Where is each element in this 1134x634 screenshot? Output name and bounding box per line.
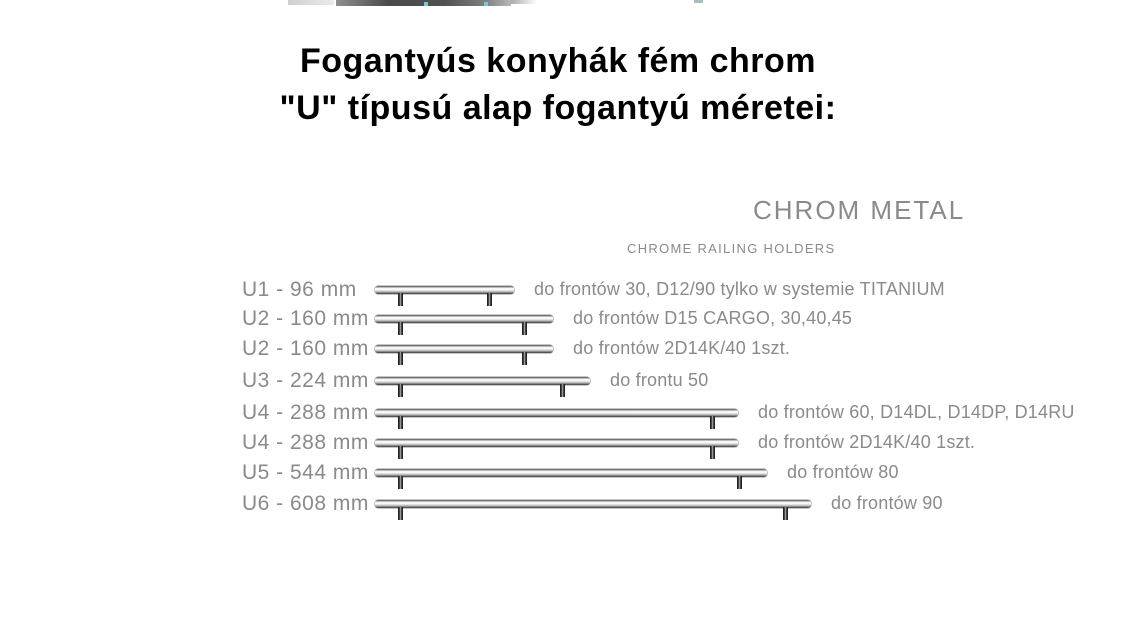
handle-illustration (375, 285, 514, 306)
handle-bar (375, 438, 738, 447)
handle-post-right (737, 475, 742, 489)
handle-post-left (398, 445, 403, 459)
handle-post-left (398, 475, 403, 489)
handle-illustration (375, 376, 590, 397)
cropped-image-speck (694, 0, 703, 3)
handle-size-label: U2 - 160 mm (242, 306, 369, 330)
cropped-image-strip (288, 0, 334, 5)
handle-row: U1 - 96 mm do frontów 30, D12/90 tylko w … (242, 274, 945, 306)
handle-post-right (783, 506, 788, 520)
handle-size-label: U6 - 608 mm (242, 491, 369, 515)
handle-size-label: U4 - 288 mm (242, 430, 369, 454)
handle-post-left (398, 383, 403, 397)
handle-bar (375, 408, 738, 417)
handle-post-right (710, 445, 715, 459)
handle-description: do frontów 2D14K/40 1szt. (758, 432, 976, 452)
handle-post-right (487, 292, 492, 306)
cropped-image-strip (336, 0, 511, 6)
handle-row: U5 - 544 mm do frontów 80 (242, 457, 899, 489)
handle-bar (375, 376, 590, 385)
section-subheading: CHROME RAILING HOLDERS (627, 241, 836, 256)
handle-post-right (522, 321, 527, 335)
handle-bar (375, 344, 553, 353)
handle-description: do frontów D15 CARGO, 30,40,45 (573, 308, 853, 328)
cropped-image-speck (484, 2, 488, 6)
handle-description: do frontu 50 (610, 370, 709, 390)
handle-size-label: U2 - 160 mm (242, 336, 369, 360)
handle-row: U4 - 288 mm do frontów 2D14K/40 1szt. (242, 427, 976, 459)
handle-post-right (710, 415, 715, 429)
handle-description: do frontów 60, D14DL, D14DP, D14RU (758, 402, 1075, 422)
handle-bar (375, 314, 553, 323)
handle-illustration (375, 408, 738, 429)
cropped-image-strip (511, 0, 537, 4)
handle-illustration (375, 344, 553, 365)
page-title-line2: "U" típusú alap fogantyú méretei: (279, 89, 837, 127)
handle-post-left (398, 506, 403, 520)
handle-illustration (375, 438, 738, 459)
handle-row: U2 - 160 mm do frontów 2D14K/40 1szt. (242, 333, 791, 365)
handle-size-label: U1 - 96 mm (242, 277, 357, 301)
handle-illustration (375, 468, 767, 489)
handle-bar (375, 285, 514, 294)
handle-post-right (522, 351, 527, 365)
handle-row: U6 - 608 mm do frontów 90 (242, 488, 943, 520)
handle-description: do frontów 2D14K/40 1szt. (573, 338, 791, 358)
handle-post-left (398, 321, 403, 335)
handle-size-label: U3 - 224 mm (242, 368, 369, 392)
handle-illustration (375, 499, 811, 520)
handle-post-left (398, 292, 403, 306)
handle-bar (375, 468, 767, 477)
handle-illustration (375, 314, 553, 335)
handle-row: U4 - 288 mm do frontów 60, D14DL, D14DP, … (242, 397, 1075, 429)
handle-bar (375, 499, 811, 508)
handle-post-left (398, 415, 403, 429)
section-heading: CHROM METAL (753, 195, 966, 225)
page-title-line1: Fogantyús konyhák fém chrom (299, 42, 817, 80)
handle-post-left (398, 351, 403, 365)
cropped-image-speck (424, 2, 428, 6)
handle-description: do frontów 30, D12/90 tylko w systemie T… (534, 279, 945, 299)
handle-size-label: U5 - 544 mm (242, 460, 369, 484)
handle-description: do frontów 80 (787, 462, 899, 482)
handle-description: do frontów 90 (831, 493, 943, 513)
handle-post-right (560, 383, 565, 397)
handle-size-label: U4 - 288 mm (242, 400, 369, 424)
handle-row: U3 - 224 mm do frontu 50 (242, 365, 709, 397)
page-title: Fogantyús konyhák fém chrom "U" típusú a… (0, 38, 1116, 132)
handle-row: U2 - 160 mm do frontów D15 CARGO, 30,40,4… (242, 303, 853, 335)
